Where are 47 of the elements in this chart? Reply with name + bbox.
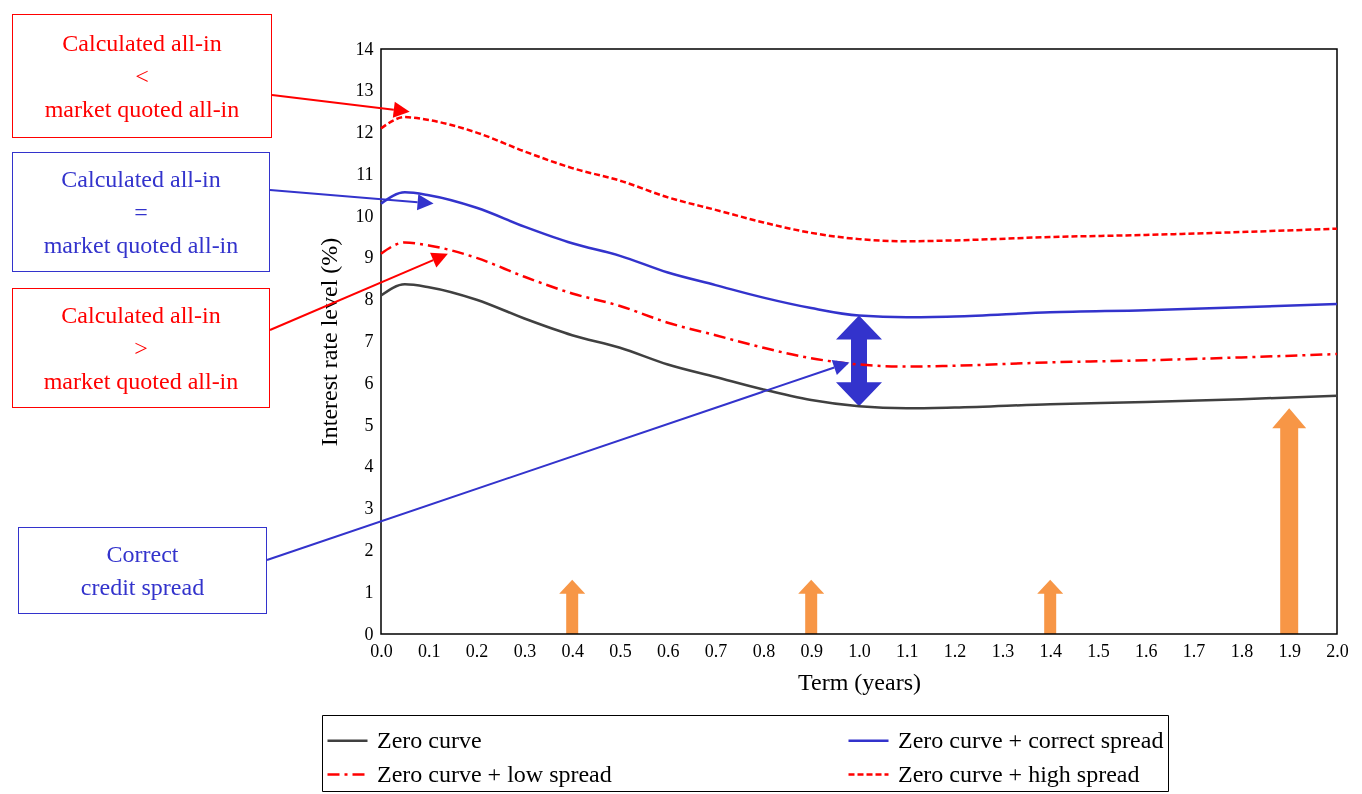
- x-tick-label: 0.8: [752, 640, 776, 661]
- y-tick-label: 3: [364, 498, 374, 519]
- x-tick-label: 1.4: [1039, 640, 1062, 661]
- x-tick-label: 1.3: [991, 640, 1015, 661]
- x-tick-label: 0.5: [609, 640, 632, 661]
- text: Calculated all-in = market quoted all-in: [43, 164, 239, 260]
- y-tick-label: 14: [355, 38, 374, 59]
- y-tick-label: 9: [364, 247, 374, 268]
- line-series: [379, 191, 1339, 319]
- text: Calculated all-in > market quoted all-in: [43, 300, 239, 396]
- y-tick-label: 12: [355, 122, 374, 143]
- y-tick-label: 11: [356, 163, 374, 184]
- x-tick-label: 0.9: [800, 640, 823, 661]
- x-tick-label: 1.2: [943, 640, 967, 661]
- legend-label: Zero curve + correct spread: [898, 726, 1164, 753]
- y-tick-label: 1: [364, 581, 374, 602]
- legend-label: Zero curve + high spread: [898, 760, 1140, 787]
- x-tick-label: 1.7: [1182, 640, 1206, 661]
- y-axis-title: Interest rate level (%): [315, 237, 342, 447]
- x-axis-title: Term (years): [798, 668, 921, 695]
- y-tick-label: 10: [355, 205, 374, 226]
- x-tick-label: 0.2: [465, 640, 489, 661]
- text: Correct credit spread: [80, 539, 205, 602]
- y-tick-label: 13: [355, 80, 374, 101]
- x-tick-label: 0.7: [704, 640, 728, 661]
- line-series: [379, 241, 1339, 368]
- x-tick-label: 0.1: [418, 640, 441, 661]
- legend-label: Zero curve: [377, 726, 482, 753]
- x-tick-label: 1.0: [848, 640, 871, 661]
- x-tick-label: 1.1: [896, 640, 919, 661]
- x-tick-label: 0.4: [561, 640, 584, 661]
- x-tick-label: 0.6: [657, 640, 680, 661]
- x-tick-label: 0.3: [513, 640, 537, 661]
- x-tick-label: 1.8: [1230, 640, 1254, 661]
- x-tick-label: 2.0: [1326, 640, 1349, 661]
- y-tick-label: 5: [364, 414, 374, 435]
- x-tick-label: 1.5: [1087, 640, 1110, 661]
- y-tick-label: 7: [364, 331, 374, 351]
- x-tick-label: 1.6: [1135, 640, 1158, 661]
- y-tick-label: 4: [364, 456, 374, 477]
- x-tick-label: 1.9: [1278, 640, 1301, 661]
- y-tick-label: 8: [364, 289, 374, 310]
- y-tick-label: 2: [364, 539, 374, 560]
- legend-label: Zero curve + low spread: [377, 760, 612, 787]
- text: Calculated all-in < market quoted all-in: [44, 28, 240, 124]
- y-tick-label: 6: [364, 372, 374, 393]
- line-series: [379, 283, 1339, 410]
